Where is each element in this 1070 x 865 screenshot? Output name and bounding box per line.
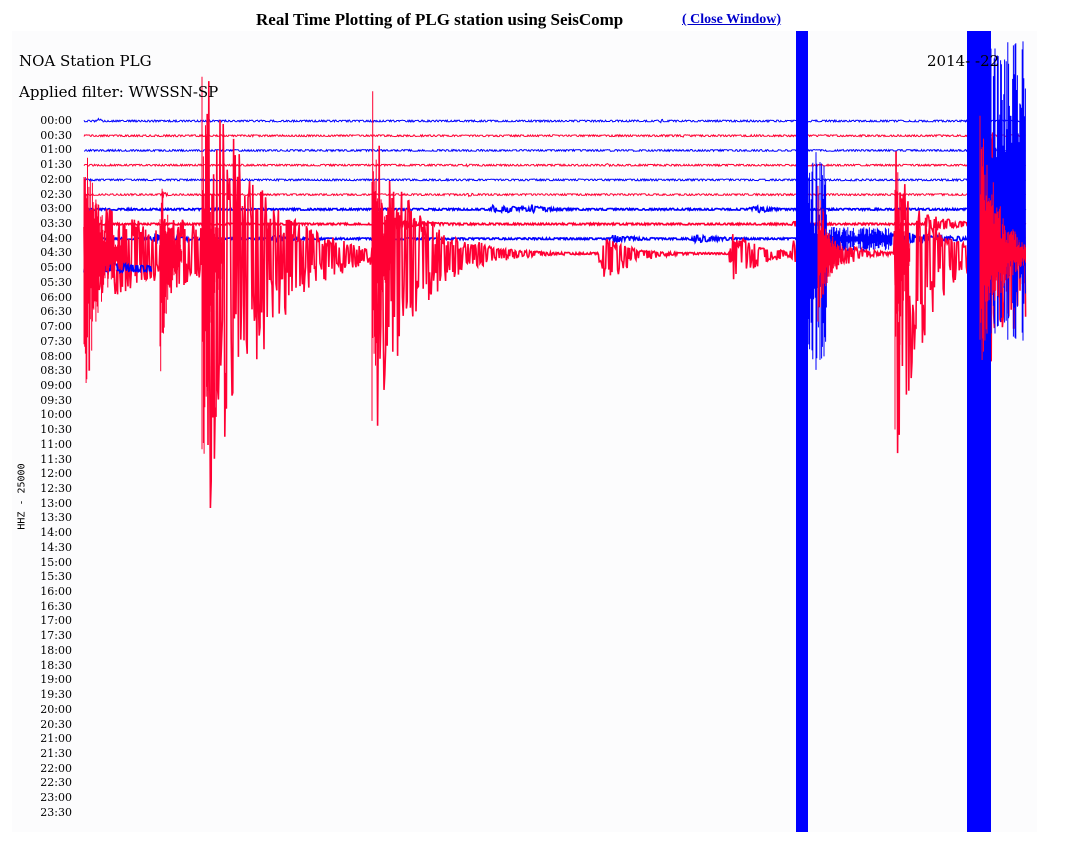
waveform-trace — [83, 214, 1027, 235]
waveform-event — [894, 151, 911, 430]
time-label: 09:30 — [40, 393, 72, 407]
waveform-event — [83, 157, 123, 383]
filter-label: Applied filter: WWSSN-SP — [19, 83, 219, 101]
time-label: 07:00 — [40, 320, 72, 334]
time-label: 14:30 — [40, 540, 72, 554]
waveform-trace — [83, 117, 1026, 124]
waveform-trace — [83, 81, 1027, 509]
waveform-trace — [83, 148, 1026, 153]
time-label: 05:30 — [40, 275, 72, 289]
time-label: 17:30 — [40, 629, 72, 643]
time-label: 02:30 — [40, 187, 72, 201]
time-label: 03:30 — [40, 217, 72, 231]
time-label: 00:30 — [40, 128, 72, 142]
time-label: 22:30 — [40, 776, 72, 790]
time-label: 11:00 — [40, 437, 72, 451]
time-label: 19:00 — [40, 673, 72, 687]
time-label: 08:30 — [40, 364, 72, 378]
time-label: 20:30 — [40, 717, 72, 731]
waveform-trace — [83, 177, 1027, 183]
waveform-event — [817, 185, 843, 322]
waveform-event — [159, 188, 183, 372]
waveform-trace — [83, 133, 1026, 138]
time-label: 20:00 — [40, 702, 72, 716]
time-label: 12:00 — [40, 467, 72, 481]
seismogram-plot: NOA Station PLG Applied filter: WWSSN-SP… — [12, 31, 1037, 832]
page-title: Real Time Plotting of PLG station using … — [256, 10, 624, 29]
date-label: 2014- -22 — [927, 52, 1000, 70]
time-label: 14:00 — [40, 526, 72, 540]
time-label: 12:30 — [40, 482, 72, 495]
time-label: 03:00 — [40, 202, 72, 216]
time-label: 13:30 — [40, 511, 72, 525]
time-label: 07:30 — [40, 334, 72, 348]
waveform-trace — [83, 203, 1027, 215]
time-label: 11:30 — [40, 452, 72, 466]
time-label: 04:00 — [40, 231, 72, 245]
page-header: Real Time Plotting of PLG station using … — [0, 8, 1070, 32]
station-label: NOA Station PLG — [19, 52, 152, 70]
time-label: 23:30 — [40, 805, 72, 819]
waveform-event — [371, 91, 393, 421]
time-label: 23:00 — [40, 791, 72, 805]
waveform-saturation — [967, 31, 991, 832]
time-label: 18:30 — [40, 658, 72, 672]
time-label: 05:00 — [40, 261, 72, 275]
time-label: 06:30 — [40, 305, 72, 319]
time-label: 10:00 — [40, 408, 72, 422]
waveform-saturation — [796, 31, 808, 832]
time-label: 19:30 — [40, 688, 72, 702]
time-label: 15:30 — [40, 570, 72, 584]
time-label: 02:00 — [40, 172, 72, 186]
time-label: 18:00 — [40, 643, 72, 657]
time-label: 01:30 — [40, 158, 72, 172]
time-label: 10:30 — [40, 423, 72, 437]
time-label: 09:00 — [40, 378, 72, 392]
time-label: 21:30 — [40, 746, 72, 760]
time-label: 08:00 — [40, 349, 72, 363]
time-label: 06:00 — [40, 290, 72, 304]
time-label: 01:00 — [40, 143, 72, 157]
waveform-event — [201, 76, 223, 454]
time-label: 00:00 — [40, 114, 72, 127]
waveform-burst-edge — [990, 41, 1026, 341]
time-label: 21:00 — [40, 732, 72, 746]
close-window-link[interactable]: ( Close Window) — [682, 12, 782, 27]
waveform-trace — [84, 191, 1027, 199]
time-label: 13:00 — [40, 496, 72, 510]
waveform-trace — [83, 162, 1027, 168]
waveform-burst-edge — [826, 227, 893, 251]
time-label: 15:00 — [40, 555, 72, 569]
time-label: 16:00 — [40, 585, 72, 599]
time-label: 22:00 — [40, 761, 72, 775]
waveform-event — [979, 115, 1026, 360]
waveform-canvas — [83, 31, 1027, 832]
time-label: 16:30 — [40, 599, 72, 613]
time-label: 17:00 — [40, 614, 72, 628]
time-label: 04:30 — [40, 246, 72, 260]
